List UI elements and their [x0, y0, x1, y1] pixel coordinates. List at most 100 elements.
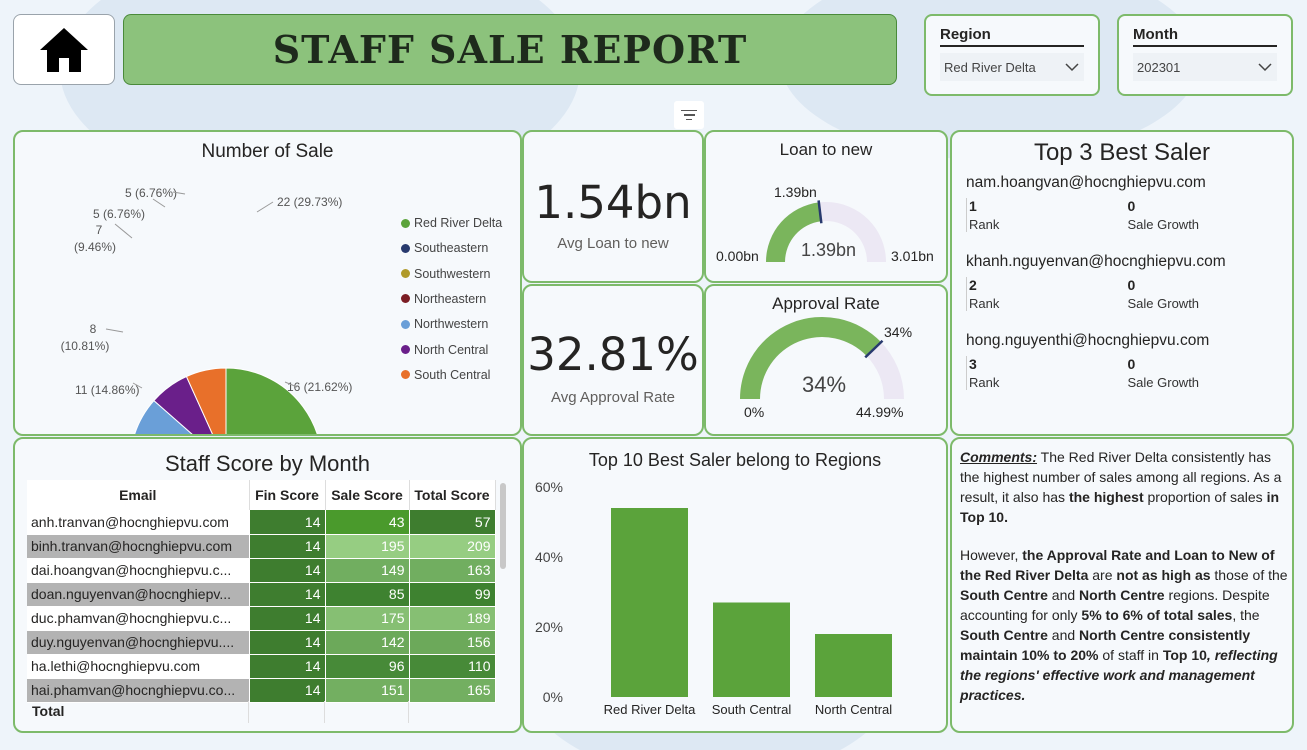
cell-fin-score: 14 — [249, 510, 326, 535]
y-tick-label: 20% — [535, 619, 563, 635]
table-row[interactable]: binh.tranvan@hocnghiepvu.com 14 195 209 — [27, 534, 496, 559]
table-total-label: Total — [32, 703, 65, 719]
loan-gauge — [766, 200, 886, 262]
growth-value: 0 — [1127, 198, 1136, 214]
legend-dot — [401, 345, 410, 354]
gauge-fill — [766, 202, 822, 262]
top10-bar-chart: 60% 40% 20% 0% Red River Delta South Central… — [535, 479, 892, 717]
legend-label: Red River Delta — [414, 216, 503, 230]
legend-item[interactable]: Red River Delta — [401, 216, 502, 230]
region-slicer-label: Region — [940, 26, 1084, 47]
table-row[interactable]: doan.nguyenvan@hocnghiepv... 14 85 99 — [27, 582, 496, 607]
x-category-label: South Central — [712, 702, 792, 717]
legend-label: Northeastern — [414, 291, 487, 306]
table-row[interactable]: ha.lethi@hocnghiepvu.com 14 96 110 — [27, 654, 496, 679]
region-dropdown-value: Red River Delta — [944, 59, 1036, 75]
growth-label: Sale Growth — [1127, 296, 1200, 311]
pie-data-label: 22 (29.73%) — [277, 195, 342, 209]
report-title-bar: STAFF SALE REPORT — [123, 14, 897, 85]
legend-item[interactable]: Southwestern — [401, 267, 490, 281]
cell-fin-score: 14 — [249, 678, 326, 703]
table-scrollbar[interactable] — [500, 483, 506, 569]
table-row[interactable]: dai.hoangvan@hocnghiepvu.c... 14 149 163 — [27, 558, 496, 583]
month-slicer: Month 202301 — [1117, 14, 1293, 96]
cell-total-score: 189 — [409, 606, 496, 631]
approval-gauge — [740, 317, 904, 399]
rank-value: 1 — [969, 198, 977, 214]
x-category-label: Red River Delta — [604, 702, 697, 717]
home-button[interactable] — [13, 14, 115, 85]
home-icon — [40, 27, 88, 72]
legend-label: North Central — [414, 342, 489, 357]
table-row[interactable]: hai.phamvan@hocnghiepvu.co... 14 151 165 — [27, 678, 496, 703]
y-tick-label: 0% — [543, 689, 563, 705]
approval-gauge-title: Approval Rate — [772, 294, 880, 313]
month-dropdown[interactable]: 202301 — [1133, 53, 1277, 81]
loan-gauge-min: 0.00bn — [716, 248, 759, 264]
column-header-total-score[interactable]: Total Score — [409, 480, 496, 510]
rank-label: Rank — [969, 217, 1000, 232]
cell-total-score: 99 — [409, 582, 496, 607]
pie-slice-south-central[interactable] — [185, 367, 227, 434]
top10-title: Top 10 Best Saler belong to Regions — [588, 450, 882, 470]
cell-fin-score: 14 — [249, 606, 326, 631]
page-title: STAFF SALE REPORT — [272, 27, 748, 72]
leader-line — [172, 191, 186, 195]
region-dropdown[interactable]: Red River Delta — [940, 53, 1084, 81]
cell-email: duy.nguyenvan@hocnghiepvu.... — [27, 630, 250, 655]
cell-sale-score: 175 — [325, 606, 410, 631]
top3-item: hong.nguyenthi@hocnghiepvu.com 3 Rank 0 Sa… — [966, 332, 1286, 390]
top3-card: Top 3 Best Saler nam.hoangvan@hocnghiepv… — [950, 130, 1294, 436]
column-header-email[interactable]: Email — [27, 480, 250, 510]
pie-data-label: 7 — [96, 223, 103, 237]
legend-item[interactable]: South Central — [401, 368, 490, 382]
month-dropdown-value: 202301 — [1137, 59, 1181, 75]
legend-dot — [401, 218, 410, 228]
leader-line — [105, 328, 124, 333]
cell-email: binh.tranvan@hocnghiepvu.com — [27, 534, 250, 559]
bar-red-river-delta[interactable] — [611, 508, 688, 697]
y-tick-label: 40% — [535, 549, 563, 565]
cell-email: doan.nguyenvan@hocnghiepv... — [27, 582, 250, 607]
rank-value: 2 — [969, 277, 977, 293]
cell-sale-score: 43 — [325, 510, 410, 535]
cell-sale-score: 96 — [325, 654, 410, 679]
column-header-sale-score[interactable]: Sale Score — [325, 480, 410, 510]
cell-total-score: 163 — [409, 558, 496, 583]
legend-dot — [401, 370, 410, 380]
avg-loan-label: Avg Loan to new — [557, 235, 669, 252]
approval-gauge-card: Approval Rate 34% 34% 0% 44.99% — [704, 284, 948, 436]
top3-email: nam.hoangvan@hocnghiepvu.com — [966, 174, 1206, 191]
legend-item[interactable]: Northwestern — [401, 317, 488, 331]
pie-data-label: 5 (6.76%) — [93, 207, 145, 221]
pie-data-label: 11 (14.86%) — [75, 383, 139, 397]
growth-label: Sale Growth — [1127, 375, 1200, 390]
loan-gauge-card: Loan to new 1.39bn 1.39bn 0.00bn 3.01bn — [704, 130, 948, 283]
legend-item[interactable]: Northeastern — [401, 292, 486, 306]
rank-value: 3 — [969, 356, 977, 372]
bar-south-central[interactable] — [713, 602, 790, 698]
legend-label: Northwestern — [414, 317, 489, 332]
growth-value: 0 — [1127, 356, 1136, 372]
cell-email: dai.hoangvan@hocnghiepvu.c... — [27, 558, 250, 583]
loan-gauge-value: 1.39bn — [801, 240, 857, 260]
bar-north-central[interactable] — [815, 634, 892, 697]
column-header-fin-score[interactable]: Fin Score — [249, 480, 326, 510]
legend-item[interactable]: Southeastern — [401, 241, 488, 255]
legend-label: Southwestern — [414, 266, 491, 281]
table-row[interactable]: anh.tranvan@hocnghiepvu.com 14 43 57 — [27, 510, 496, 535]
pie-data-label: 16 (21.62%) — [287, 380, 352, 394]
legend-dot — [401, 269, 410, 279]
cell-fin-score: 14 — [249, 558, 326, 583]
x-category-label: North Central — [815, 702, 892, 717]
avg-approval-card: 32.81% Avg Approval Rate — [522, 284, 704, 436]
top3-email: hong.nguyenthi@hocnghiepvu.com — [966, 332, 1210, 349]
legend-item[interactable]: North Central — [401, 343, 488, 357]
top3-title: Top 3 Best Saler — [1033, 139, 1211, 166]
filter-icon[interactable] — [674, 101, 704, 129]
table-row[interactable]: duy.nguyenvan@hocnghiepvu.... 14 142 156 — [27, 630, 496, 655]
pie-slice-red-river-delta[interactable] — [225, 367, 322, 434]
avg-loan-card: 1.54bn Avg Loan to new — [522, 130, 704, 283]
staff-score-table: Email Fin Score Sale Score Total Score a… — [27, 480, 496, 703]
table-row[interactable]: duc.phamvan@hocnghiepvu.c... 14 175 189 — [27, 606, 496, 631]
